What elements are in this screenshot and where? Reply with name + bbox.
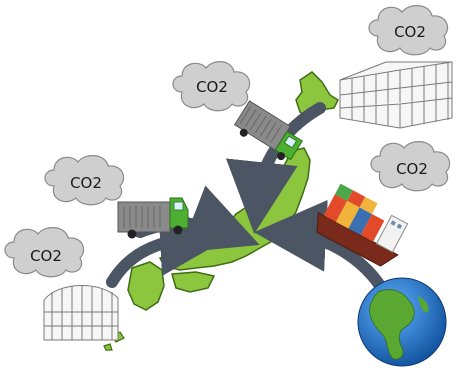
greenhouse-northeast bbox=[339, 61, 453, 129]
truck-north bbox=[233, 100, 303, 161]
cloud-label: CO2 bbox=[396, 160, 428, 178]
globe-icon bbox=[357, 277, 447, 367]
arrow-from-southwest bbox=[106, 204, 232, 288]
cloud-label: CO2 bbox=[394, 23, 426, 41]
cloud-truck-west: CO2 bbox=[44, 155, 125, 206]
shikoku-island bbox=[171, 271, 216, 293]
cloud-ship: CO2 bbox=[370, 141, 451, 192]
cloud-greenhouse-southwest: CO2 bbox=[4, 227, 85, 278]
kyushu-island bbox=[127, 261, 165, 311]
cloud-label: CO2 bbox=[196, 78, 228, 96]
cloud-truck-north: CO2 bbox=[172, 61, 251, 112]
cargo-ship bbox=[316, 183, 409, 267]
cloud-label: CO2 bbox=[70, 174, 102, 192]
cloud-label: CO2 bbox=[30, 247, 62, 265]
hokkaido-island bbox=[295, 71, 339, 119]
truck-west bbox=[117, 197, 189, 239]
greenhouse-southwest bbox=[43, 285, 119, 341]
cloud-greenhouse-northeast: CO2 bbox=[368, 5, 449, 56]
